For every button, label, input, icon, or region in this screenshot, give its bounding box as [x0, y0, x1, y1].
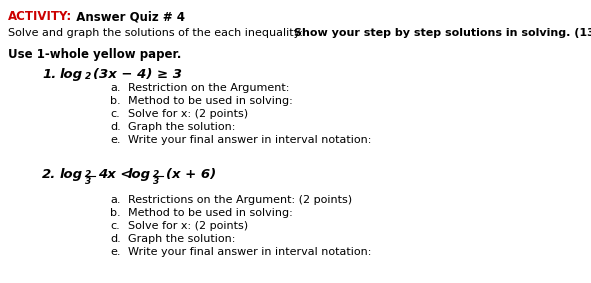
Text: log: log: [60, 68, 83, 81]
Text: Method to be used in solving:: Method to be used in solving:: [128, 96, 293, 106]
Text: c.: c.: [110, 109, 120, 119]
Text: 4x <: 4x <: [98, 168, 136, 181]
Text: Restriction on the Argument:: Restriction on the Argument:: [128, 83, 290, 93]
Text: 2.: 2.: [42, 168, 56, 181]
Text: d.: d.: [110, 234, 121, 244]
Text: e.: e.: [110, 247, 121, 257]
Text: 3: 3: [85, 177, 91, 186]
Text: Graph the solution:: Graph the solution:: [128, 122, 235, 132]
Text: 2: 2: [85, 72, 91, 81]
Text: Use 1-whole yellow paper.: Use 1-whole yellow paper.: [8, 48, 181, 61]
Text: Write your final answer in interval notation:: Write your final answer in interval nota…: [128, 135, 371, 145]
Text: Method to be used in solving:: Method to be used in solving:: [128, 208, 293, 218]
Text: log: log: [128, 168, 151, 181]
Text: b.: b.: [110, 96, 121, 106]
Text: 1.: 1.: [42, 68, 56, 81]
Text: Answer Quiz # 4: Answer Quiz # 4: [68, 10, 185, 23]
Text: 2: 2: [153, 170, 159, 179]
Text: (3x − 4) ≥ 3: (3x − 4) ≥ 3: [93, 68, 182, 81]
Text: c.: c.: [110, 221, 120, 231]
Text: ACTIVITY:: ACTIVITY:: [8, 10, 72, 23]
Text: 3: 3: [153, 177, 159, 186]
Text: Show your step by step solutions in solving. (13 Points).: Show your step by step solutions in solv…: [294, 28, 591, 38]
Text: b.: b.: [110, 208, 121, 218]
Text: Solve and graph the solutions of the each inequality:: Solve and graph the solutions of the eac…: [8, 28, 307, 38]
Text: e.: e.: [110, 135, 121, 145]
Text: a.: a.: [110, 195, 121, 205]
Text: Solve for x: (2 points): Solve for x: (2 points): [128, 221, 248, 231]
Text: 2: 2: [85, 170, 91, 179]
Text: d.: d.: [110, 122, 121, 132]
Text: Solve for x: (2 points): Solve for x: (2 points): [128, 109, 248, 119]
Text: Graph the solution:: Graph the solution:: [128, 234, 235, 244]
Text: Write your final answer in interval notation:: Write your final answer in interval nota…: [128, 247, 371, 257]
Text: log: log: [60, 168, 83, 181]
Text: (x + 6): (x + 6): [166, 168, 216, 181]
Text: a.: a.: [110, 83, 121, 93]
Text: Restrictions on the Argument: (2 points): Restrictions on the Argument: (2 points): [128, 195, 352, 205]
